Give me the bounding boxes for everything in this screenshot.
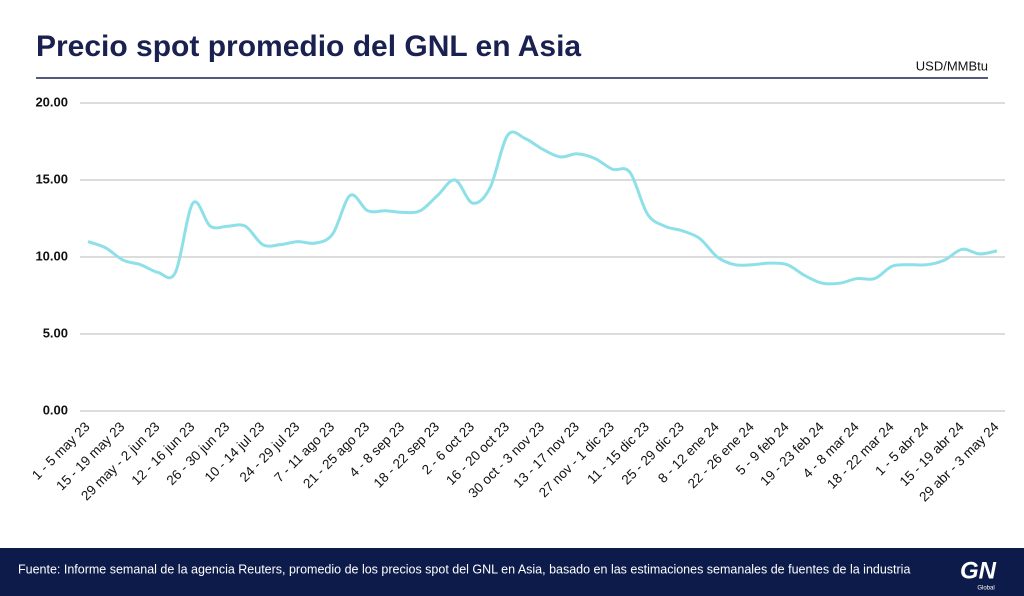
chart-title: Precio spot promedio del GNL en Asia: [36, 30, 581, 63]
source: Fuente: Informe semanal de la agencia Re…: [18, 562, 910, 576]
unit-label: USD/MMBtu: [916, 58, 988, 73]
footer: [0, 548, 1024, 596]
y-tick-label: 10.00: [35, 248, 68, 263]
y-tick-label: 0.00: [43, 402, 68, 417]
y-tick-label: 5.00: [43, 325, 68, 340]
line: [87, 130, 998, 286]
y-tick-label: 20.00: [35, 94, 68, 109]
logo-sub: Global: [977, 586, 994, 592]
y-tick-label: 15.00: [35, 171, 68, 186]
logo: GN: [960, 557, 997, 584]
